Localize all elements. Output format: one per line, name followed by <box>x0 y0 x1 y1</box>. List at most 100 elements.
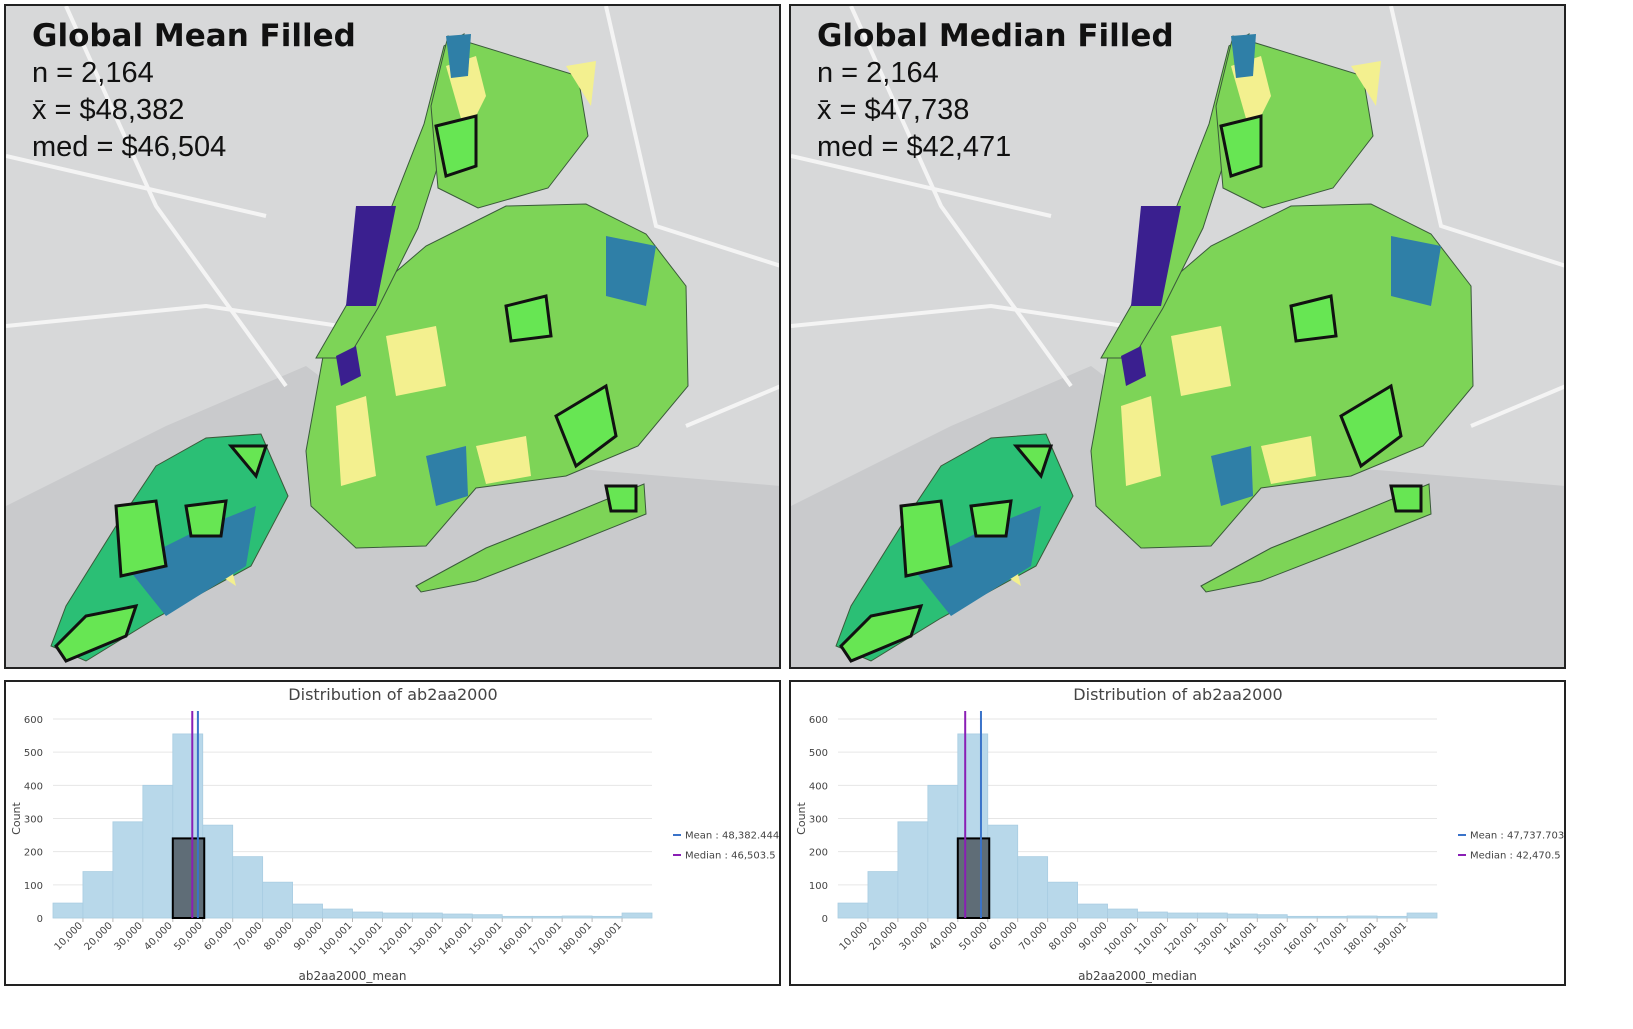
bar <box>897 821 929 919</box>
tract <box>1171 326 1231 396</box>
tract <box>386 326 446 396</box>
histogram-panel: Distribution of ab2aa2000 Count ab2aa2000_… <box>4 680 781 986</box>
tract <box>114 499 168 578</box>
y-tick-label: 0 <box>37 914 43 925</box>
x-axis-label: ab2aa2000_mean <box>299 969 407 983</box>
x-tick-label: 20,000 <box>82 920 115 953</box>
x-tick-label: 70,000 <box>1017 920 1050 953</box>
tract <box>126 506 256 616</box>
y-tick-label: 500 <box>24 748 43 759</box>
y-tick-label: 400 <box>809 781 828 792</box>
stat: x̄ = $48,382 <box>32 94 185 126</box>
x-tick-label: 190,001 <box>1372 920 1409 957</box>
bar <box>621 912 653 919</box>
y-tick-label: 0 <box>822 914 828 925</box>
tract <box>899 499 953 578</box>
bar <box>837 902 869 919</box>
tract <box>1121 346 1146 386</box>
bar <box>1256 914 1288 919</box>
bar <box>1047 881 1078 919</box>
map-panel[interactable]: Global Mean Filled n = 2,164 x̄ = $48,38… <box>4 4 781 669</box>
tract <box>1351 61 1381 106</box>
y-tick-label: 600 <box>24 715 43 726</box>
stat: med = $42,471 <box>817 131 1012 163</box>
bar <box>1376 915 1408 919</box>
y-tick-label: 400 <box>24 781 43 792</box>
x-tick-label: 30,000 <box>112 920 145 953</box>
bar <box>82 871 114 919</box>
tract <box>606 236 656 306</box>
road <box>1470 384 1564 428</box>
tract <box>227 444 269 480</box>
tract <box>1339 383 1403 469</box>
y-axis-label: Count <box>795 801 808 834</box>
bar <box>1017 856 1049 919</box>
map-title: Global Mean Filled <box>32 18 356 54</box>
x-tick-label: 40,000 <box>927 920 960 953</box>
bar <box>501 915 533 919</box>
stat: med = $46,504 <box>32 131 227 163</box>
stat: n = 2,164 <box>32 57 154 89</box>
map <box>6 6 779 667</box>
x-tick-label: 30,000 <box>897 920 930 953</box>
borough <box>415 483 647 593</box>
tract <box>1391 236 1441 306</box>
tract <box>554 383 618 469</box>
map-panel[interactable]: Global Median Filled n = 2,164 x̄ = $47,… <box>789 4 1566 669</box>
tract <box>1012 444 1054 480</box>
x-tick-label: 10,000 <box>53 920 86 953</box>
y-tick-label: 500 <box>809 748 828 759</box>
x-tick-label: 50,000 <box>172 920 205 953</box>
tract <box>184 499 228 538</box>
chart-title: Distribution of ab2aa2000 <box>288 685 497 704</box>
bar <box>1286 915 1318 919</box>
road <box>604 6 779 268</box>
bar <box>112 821 144 919</box>
tract <box>1211 446 1253 506</box>
x-tick-label: 60,000 <box>987 920 1020 953</box>
bar <box>142 784 174 919</box>
y-tick-label: 300 <box>809 815 828 826</box>
x-tick-label: 40,000 <box>142 920 175 953</box>
tract <box>504 294 553 343</box>
bar <box>591 915 623 919</box>
map <box>791 6 1564 667</box>
road <box>64 6 288 388</box>
bar <box>1346 915 1378 919</box>
x-tick-label: 70,000 <box>232 920 265 953</box>
tract <box>566 61 596 106</box>
legend-label: Median : 46,503.5 <box>685 851 776 862</box>
bar <box>292 903 323 919</box>
tract <box>346 206 396 306</box>
bar <box>867 871 899 919</box>
map-title: Global Median Filled <box>817 18 1174 54</box>
bar <box>1226 913 1258 919</box>
y-tick-label: 300 <box>24 815 43 826</box>
y-tick-label: 100 <box>809 881 828 892</box>
road <box>1389 6 1564 268</box>
bar <box>1316 915 1348 919</box>
bar <box>987 824 1019 919</box>
legend-label: Median : 42,470.5 <box>1470 851 1561 862</box>
histogram-panel: Distribution of ab2aa2000 Count ab2aa2000_… <box>789 680 1566 986</box>
bar <box>1167 912 1198 919</box>
stat: n = 2,164 <box>817 57 939 89</box>
chart: Distribution of ab2aa2000 Count ab2aa2000_… <box>10 685 779 983</box>
x-tick-label: 20,000 <box>867 920 900 953</box>
x-tick-label: 60,000 <box>202 920 235 953</box>
bar <box>352 911 383 919</box>
box <box>956 837 991 919</box>
x-tick-label: 190,001 <box>587 920 624 957</box>
x-tick-label: 10,000 <box>838 920 871 953</box>
bar <box>52 902 84 919</box>
tract <box>336 346 361 386</box>
tract <box>1261 436 1316 484</box>
bar <box>1137 911 1168 919</box>
map-stats: Global Median Filled n = 2,164 x̄ = $47,… <box>817 18 1174 166</box>
bar <box>411 912 443 919</box>
bar <box>382 912 413 919</box>
bar <box>927 784 959 919</box>
y-tick-label: 200 <box>24 848 43 859</box>
y-axis-label: Count <box>10 801 23 834</box>
